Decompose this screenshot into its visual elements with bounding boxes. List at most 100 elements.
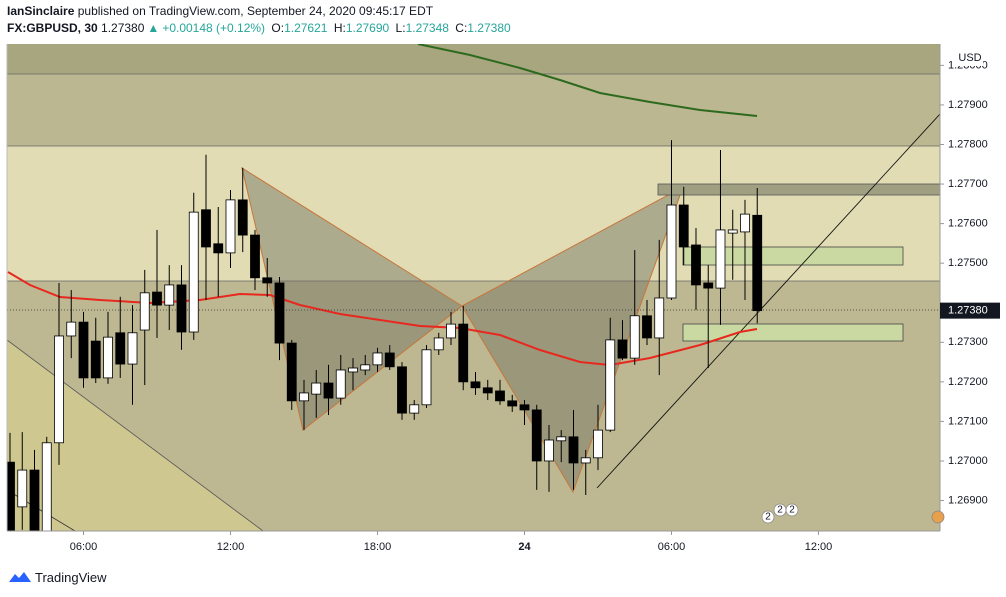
- candle-body: [115, 332, 126, 365]
- last-price-label: 1.27380: [948, 305, 988, 317]
- candle-body: [348, 367, 358, 373]
- candle-body: [54, 335, 64, 444]
- candle-body: [127, 332, 138, 365]
- event-label: 2: [765, 512, 771, 523]
- candle-body: [323, 382, 334, 399]
- logo: [9, 572, 31, 582]
- candle-body: [715, 229, 726, 289]
- moving-average: [7, 271, 758, 367]
- c-label: C:: [455, 21, 468, 35]
- price-axis: [940, 44, 1006, 531]
- candle-body: [201, 209, 211, 248]
- l-value: 1.27348: [405, 21, 449, 35]
- candle-body: [360, 364, 371, 371]
- zone-box: [682, 246, 904, 266]
- o-label: O:: [271, 21, 285, 35]
- candle-body: [384, 352, 395, 368]
- x-tick-label: 24: [518, 541, 531, 553]
- band: [7, 74, 940, 146]
- event-marker: [785, 503, 799, 517]
- pattern-triangle: [461, 185, 684, 494]
- symbol-line: FX:GBPUSD, 30 1.27380 ▲ +0.00148 (+0.12%) …: [7, 21, 514, 35]
- candle-body: [164, 284, 175, 306]
- footer: TradingView: [8, 569, 107, 585]
- candle-body: [409, 404, 420, 414]
- candle-body: [629, 315, 640, 359]
- moving-average: [417, 44, 758, 117]
- candle-body: [90, 340, 101, 379]
- candle-body: [17, 469, 28, 508]
- chart: 1.26900 1.27000 1.27100 1.27200 1.27300 1.275…: [6, 44, 1006, 553]
- x-tick-label: 06:00: [658, 541, 686, 553]
- currency: USD: [958, 52, 981, 64]
- candle-body: [397, 366, 407, 414]
- o-value: 1.27621: [284, 21, 328, 35]
- l-label: L:: [395, 21, 406, 35]
- x-tick-label: 12:00: [217, 541, 245, 553]
- candle-body: [678, 204, 689, 248]
- x-tick-label: 06:00: [70, 541, 98, 553]
- currency-box: [957, 50, 983, 66]
- publisher: IanSinclaire: [7, 4, 75, 18]
- candle-body: [139, 292, 150, 331]
- brand: TradingView: [35, 569, 107, 585]
- candle-body: [78, 321, 89, 379]
- candle-body: [274, 282, 285, 344]
- pattern-triangle: [241, 166, 463, 431]
- candle-body: [642, 315, 652, 339]
- candle-body: [299, 392, 309, 402]
- event-marker: [761, 510, 775, 524]
- candle-body: [152, 291, 162, 306]
- candle-body: [691, 244, 701, 286]
- candle-body: [544, 439, 554, 462]
- candle-body: [458, 323, 469, 383]
- candle-body: [446, 323, 456, 339]
- candle-body: [66, 321, 77, 337]
- candle-body: [531, 409, 542, 462]
- candle-body: [740, 213, 750, 233]
- candle-body: [556, 436, 567, 442]
- candle-body: [666, 204, 677, 299]
- candle-body: [593, 429, 603, 459]
- candle-body: [433, 337, 444, 351]
- candle-body: [225, 199, 236, 254]
- zone-box: [682, 323, 904, 342]
- y-tick-label: 1.27100: [948, 415, 988, 427]
- x-tick-label: 18:00: [364, 541, 392, 553]
- candle-body: [482, 387, 493, 394]
- last-price: 1.27380: [101, 21, 145, 35]
- event-label: 2: [777, 505, 783, 516]
- publish-line: IanSinclaire published on TradingView.co…: [7, 4, 436, 18]
- event-marker: [931, 510, 945, 524]
- candle-body: [703, 282, 714, 289]
- y-tick-label: 1.27500: [948, 257, 988, 269]
- last-price-box: [940, 302, 1000, 319]
- event-label: 2: [789, 505, 795, 516]
- candles: [7, 140, 763, 531]
- candle-body: [29, 469, 40, 531]
- candle-body: [580, 457, 591, 464]
- y-tick-label: 1.27700: [948, 178, 988, 190]
- candle-body: [727, 229, 738, 234]
- candle-body: [188, 211, 199, 333]
- change-arrow: ▲: [147, 21, 160, 35]
- trend-line: [596, 113, 940, 489]
- y-tick-label: 1.27200: [948, 376, 988, 388]
- candle-body: [335, 369, 346, 399]
- candle-body: [495, 390, 505, 402]
- h-label: H:: [333, 21, 346, 35]
- trend-line: [7, 339, 264, 531]
- zone-box: [657, 183, 940, 196]
- y-tick-label: 1.26900: [948, 494, 988, 506]
- candle-body: [617, 339, 628, 359]
- candle-body: [519, 404, 530, 411]
- candle-body: [470, 381, 481, 389]
- candle-body: [103, 336, 113, 379]
- candle-body: [176, 284, 187, 333]
- candle-body: [372, 352, 383, 366]
- axes: 1.26900 1.27000 1.27100 1.27200 1.27300 1.275…: [70, 50, 1000, 553]
- y-tick-label: 1.27900: [948, 99, 988, 111]
- candle-body: [262, 277, 273, 284]
- change: +0.00148 (+0.12%): [162, 21, 266, 35]
